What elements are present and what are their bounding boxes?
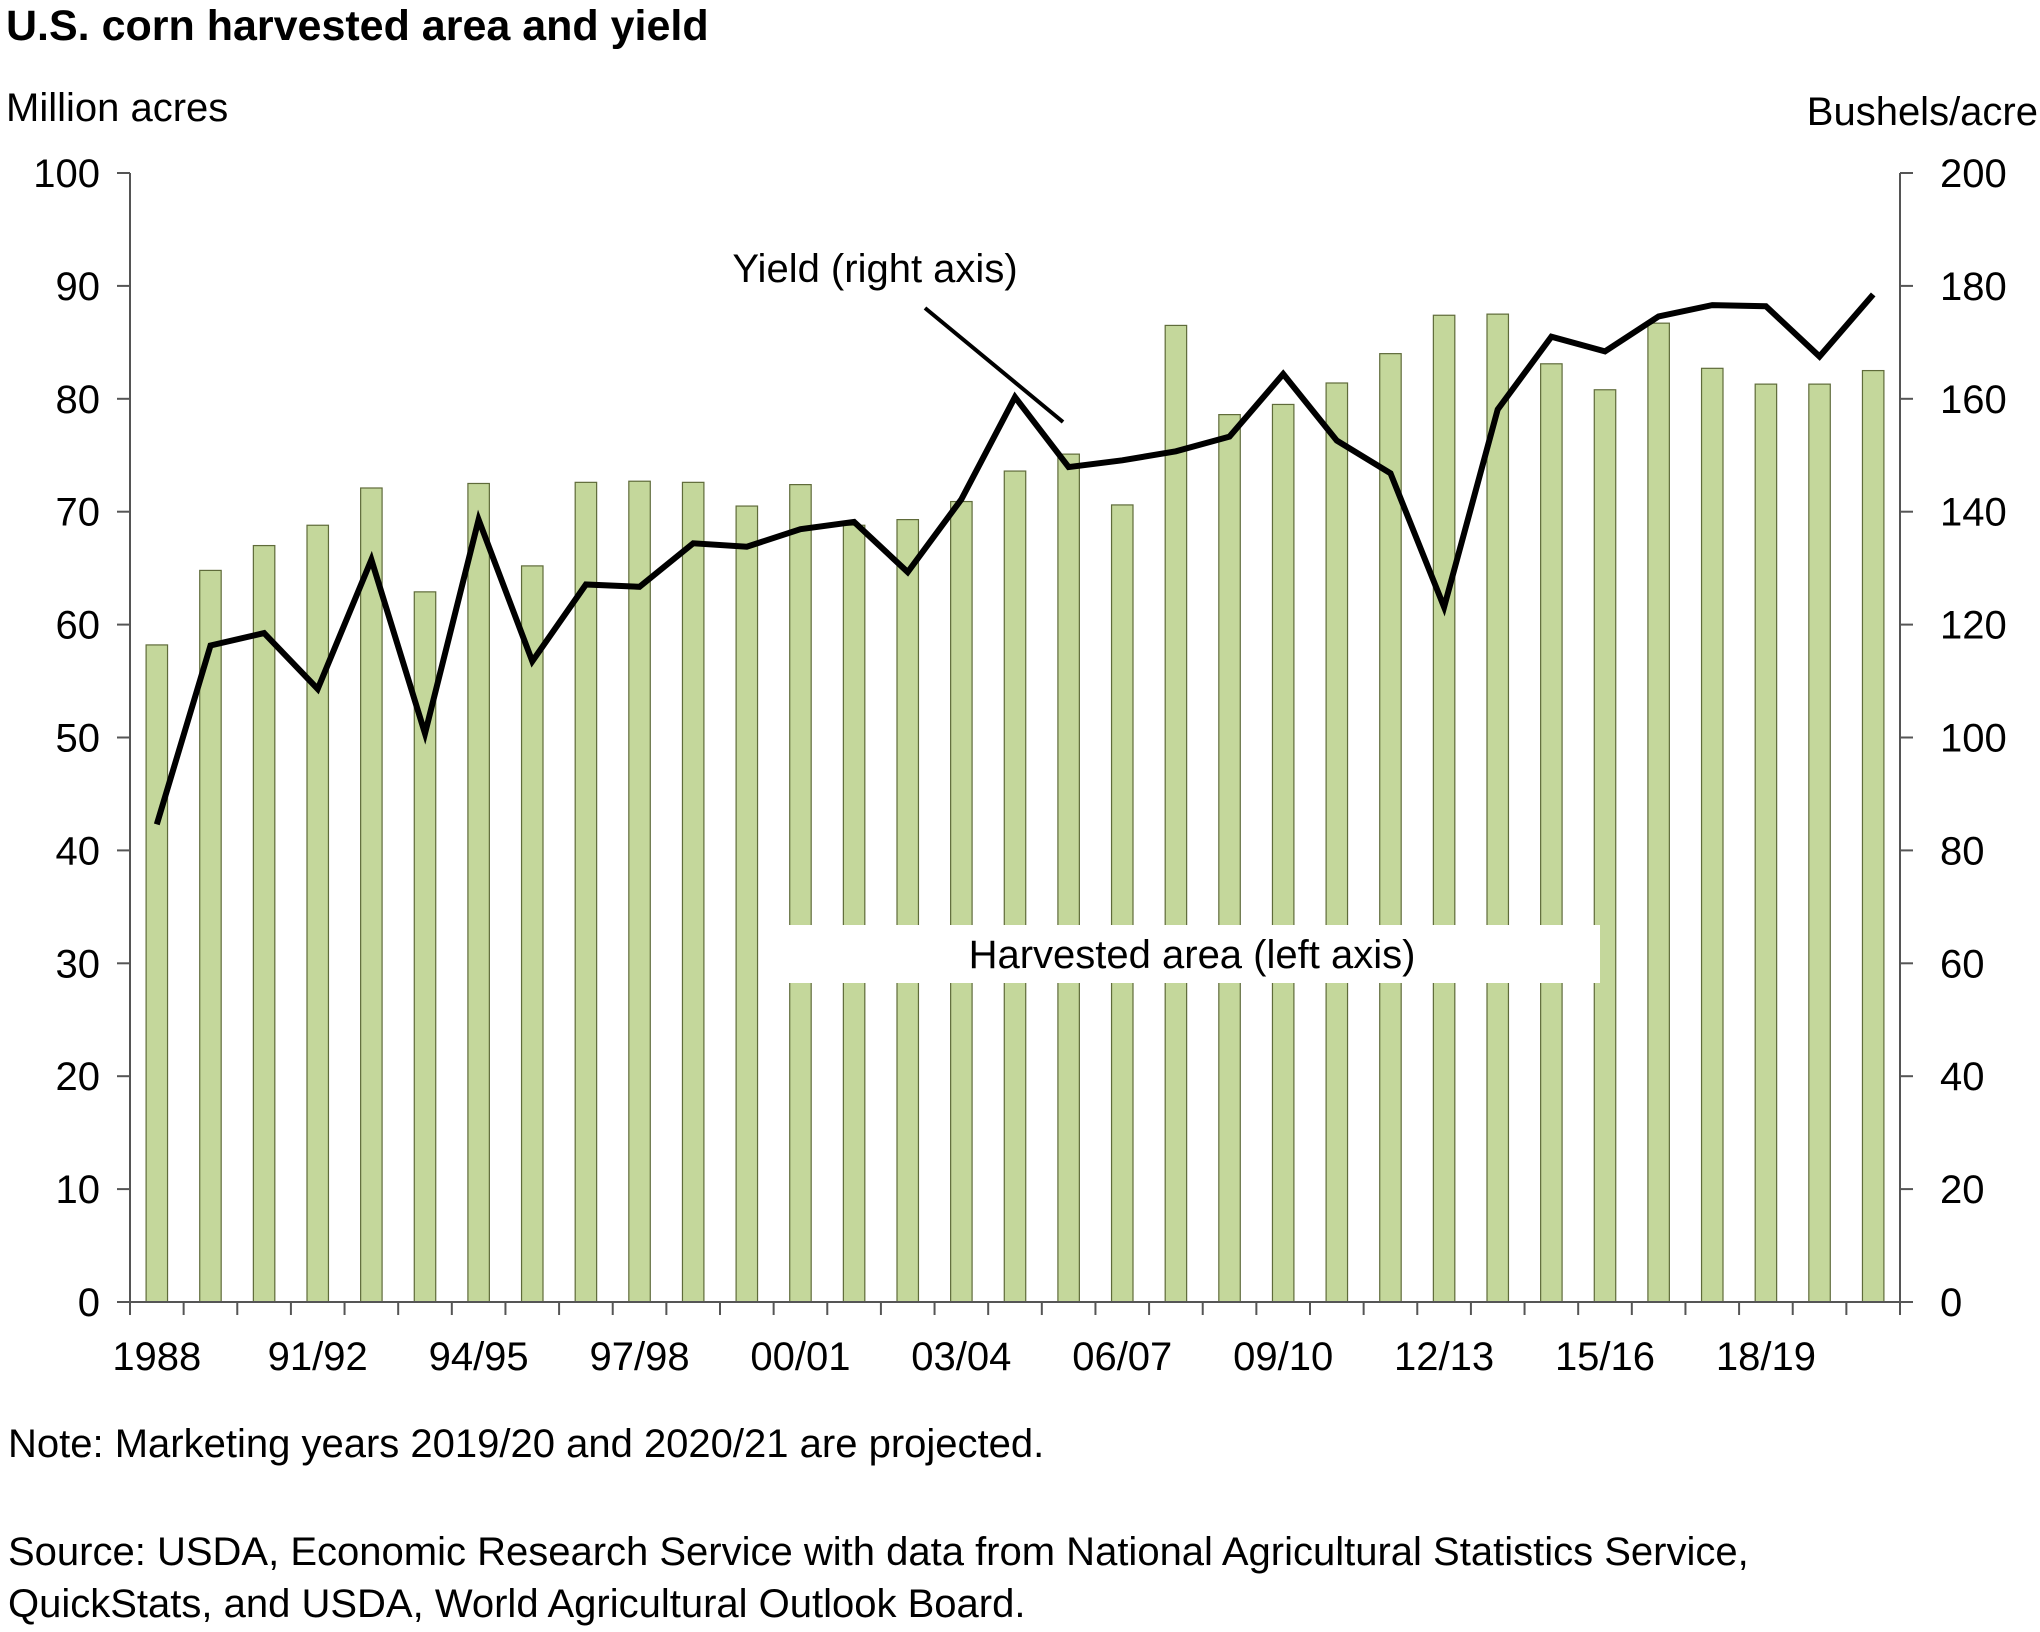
x-tick-label: 15/16 — [1555, 1335, 1655, 1379]
left-tick-label: 60 — [56, 604, 101, 648]
bar-2003/04 — [950, 500, 973, 1303]
bar-2013/14 — [1486, 313, 1510, 1303]
right-tick-label: 140 — [1940, 491, 2007, 535]
bar-2006/07 — [1110, 504, 1134, 1303]
x-tick-label: 06/07 — [1072, 1335, 1172, 1379]
x-tick-label: 18/19 — [1716, 1335, 1816, 1379]
bar-2008/09 — [1218, 414, 1241, 1303]
right-tick-label: 0 — [1940, 1281, 1962, 1325]
right-tick-label: 120 — [1940, 604, 2007, 648]
source-text: Source: USDA, Economic Research Service … — [8, 1526, 2028, 1630]
bar-2009/10 — [1271, 403, 1295, 1303]
x-tick-label: 03/04 — [911, 1335, 1011, 1379]
x-tick-label: 97/98 — [589, 1335, 689, 1379]
bar-2007/08 — [1164, 324, 1188, 1303]
footnote: Note: Marketing years 2019/20 and 2020/2… — [8, 1422, 1045, 1466]
x-tick-label: 12/13 — [1394, 1335, 1494, 1379]
tick-labels: 0 10 20 30 40 50 60 70 80 90 100 0 20 40 60 80 100 120 140… — [33, 152, 2007, 1379]
left-tick-label: 0 — [78, 1281, 100, 1325]
left-tick-label: 30 — [56, 942, 101, 986]
bar-2002/03 — [896, 519, 920, 1303]
bar-2001/02 — [842, 524, 866, 1303]
bar-series-harvested-area — [145, 313, 1885, 1303]
yield-annotation: Yield (right axis) — [732, 247, 1017, 291]
left-tick-label: 90 — [56, 265, 101, 309]
right-tick-label: 20 — [1940, 1168, 1985, 1212]
bar-2010/11 — [1325, 382, 1349, 1303]
bar-1998/99 — [681, 481, 705, 1303]
bar-2012/13 — [1432, 314, 1456, 1303]
right-tick-label: 160 — [1940, 378, 2007, 422]
harvested-area-annotation: Harvested area (left axis) — [969, 933, 1416, 977]
left-axis-unit: Million acres — [6, 86, 229, 130]
right-tick-label: 180 — [1940, 265, 2007, 309]
bar-2015/16 — [1593, 389, 1617, 1303]
right-axis-unit: Bushels/acre — [1806, 90, 2038, 134]
source-line-1: Source: USDA, Economic Research Service … — [8, 1530, 1749, 1574]
x-tick-label: 00/01 — [750, 1335, 850, 1379]
bar-1988 — [145, 644, 169, 1303]
bar-1997/98 — [628, 480, 651, 1303]
x-tick-label: 1988 — [112, 1335, 201, 1379]
bar-1999/00 — [735, 505, 759, 1303]
left-tick-label: 40 — [56, 829, 101, 873]
bar-2020/21 — [1861, 369, 1885, 1303]
axes — [117, 172, 1913, 1315]
bar-2000/01 — [789, 484, 812, 1303]
x-tick-label: 09/10 — [1233, 1335, 1333, 1379]
harvested-area-label-background — [785, 925, 1600, 983]
left-tick-label: 70 — [56, 491, 101, 535]
bar-2017/18 — [1700, 367, 1724, 1303]
bar-1992/93 — [360, 487, 383, 1303]
x-tick-label: 94/95 — [429, 1335, 529, 1379]
source-line-2: QuickStats, and USDA, World Agricultural… — [8, 1582, 1026, 1626]
right-tick-label: 60 — [1940, 942, 1985, 986]
yield-line — [153, 292, 1876, 826]
bar-1991/92 — [306, 524, 330, 1303]
yield-annotation-pointer — [923, 306, 1065, 424]
bar-2004/05 — [1003, 470, 1027, 1303]
bar-2018/19 — [1754, 383, 1778, 1303]
bar-2014/15 — [1540, 363, 1563, 1303]
bar-1994/95 — [467, 482, 490, 1303]
right-tick-label: 100 — [1940, 717, 2007, 761]
bar-2016/17 — [1647, 322, 1670, 1303]
bar-1990/91 — [252, 544, 276, 1303]
left-tick-label: 50 — [56, 717, 101, 761]
bar-1995/96 — [520, 565, 544, 1303]
bar-2019/20 — [1808, 383, 1831, 1303]
right-tick-label: 200 — [1940, 152, 2007, 196]
left-tick-label: 80 — [56, 378, 101, 422]
x-tick-label: 91/92 — [268, 1335, 368, 1379]
left-tick-label: 10 — [56, 1168, 101, 1212]
bar-2005/06 — [1057, 453, 1080, 1303]
bar-1996/97 — [574, 481, 598, 1303]
right-tick-label: 40 — [1940, 1055, 1985, 1099]
left-tick-label: 100 — [33, 152, 100, 196]
right-tick-label: 80 — [1940, 829, 1985, 873]
chart-area: Harvested area (left axis) Yield (right … — [33, 152, 2007, 1379]
left-tick-label: 20 — [56, 1055, 101, 1099]
chart-title: U.S. corn harvested area and yield — [6, 2, 709, 50]
